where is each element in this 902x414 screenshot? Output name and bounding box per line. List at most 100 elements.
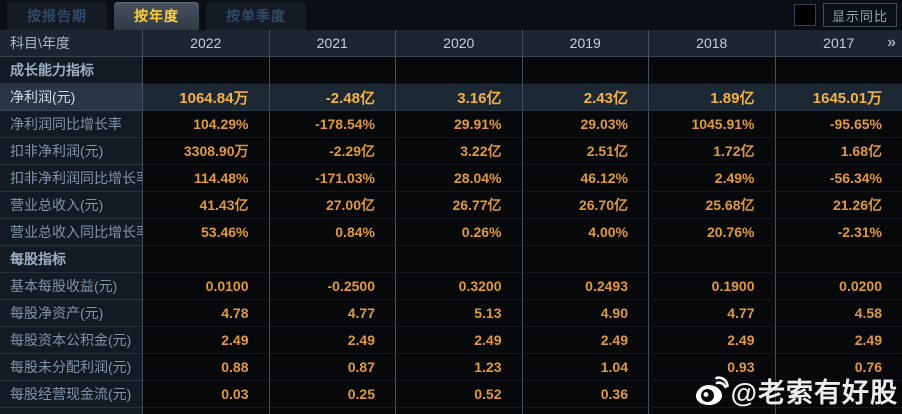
value-cell: 25.68亿: [649, 192, 776, 219]
value-cell: -2.48亿: [269, 84, 396, 111]
value-cell: [775, 246, 902, 273]
row-label: 每股未分配利润(元): [0, 354, 143, 381]
table-row[interactable]: 基本每股收益(元) 0.0100 -0.2500 0.3200 0.2493 0.1900…: [0, 273, 902, 300]
value-cell: [775, 381, 902, 408]
value-cell: 4.90: [522, 300, 649, 327]
value-cell: [143, 57, 270, 84]
value-cell: 4.77: [649, 300, 776, 327]
value-cell: 21.26亿: [775, 192, 902, 219]
value-cell: 0.3200: [396, 273, 523, 300]
row-label: 成长能力指标: [0, 57, 143, 84]
row-label: 每股净资产(元): [0, 300, 143, 327]
value-cell: 2.49%: [649, 165, 776, 192]
table-header-row: 科目\年度 2022 2021 2020 2019 2018 2017»: [0, 30, 902, 57]
value-cell: 0.0100: [143, 273, 270, 300]
row-label: 扣非净利润(元): [0, 138, 143, 165]
value-cell: 1.72亿: [649, 138, 776, 165]
value-cell: 2.51亿: [522, 138, 649, 165]
value-cell: [269, 57, 396, 84]
table-row[interactable]: 扣非净利润同比增长率 114.48% -171.03% 28.04% 46.12% 2.4…: [0, 165, 902, 192]
value-cell: 0.1900: [649, 273, 776, 300]
value-cell: -2.29亿: [269, 138, 396, 165]
more-columns-icon[interactable]: »: [887, 34, 896, 51]
table-row[interactable]: 扣非净利润(元) 3308.90万 -2.29亿 3.22亿 2.51亿 1.72亿 1.6…: [0, 138, 902, 165]
table-row[interactable]: 每股未分配利润(元) 0.88 0.87 1.23 1.04 0.93 0.76: [0, 354, 902, 381]
value-cell: 104.29%: [143, 111, 270, 138]
value-cell: 0.0200: [775, 273, 902, 300]
value-cell: 20.76%: [649, 219, 776, 246]
section-row[interactable]: 每股指标: [0, 246, 902, 273]
value-cell: 4.78: [143, 300, 270, 327]
table-row[interactable]: 净利润同比增长率 104.29% -178.54% 29.91% 29.03% 1045.…: [0, 111, 902, 138]
financial-table: 科目\年度 2022 2021 2020 2019 2018 2017» 成长能力指标 净利…: [0, 30, 902, 414]
table-row[interactable]: 净利润(元) 1064.84万 -2.48亿 3.16亿 2.43亿 1.89亿 1645.…: [0, 84, 902, 111]
value-cell: 3308.90万: [143, 138, 270, 165]
show-yoy-checkbox[interactable]: [793, 4, 816, 26]
value-cell: 0.88: [143, 354, 270, 381]
value-cell: [775, 57, 902, 84]
table-row[interactable]: 每股净资产(元) 4.78 4.77 5.13 4.90 4.77 4.58: [0, 300, 902, 327]
value-cell: 2.49: [649, 327, 776, 354]
row-label: 每股经营现金流(元): [0, 381, 143, 408]
show-yoy-button[interactable]: 显示同比: [822, 3, 897, 27]
value-cell: -171.03%: [269, 165, 396, 192]
value-cell: 114.48%: [143, 165, 270, 192]
value-cell: [649, 246, 776, 273]
row-label: 净利润(元): [0, 84, 143, 111]
value-cell: -95.65%: [775, 111, 902, 138]
table-body: 成长能力指标 净利润(元) 1064.84万 -2.48亿 3.16亿 2.43亿 1.89…: [0, 57, 902, 408]
value-cell: 53.46%: [143, 219, 270, 246]
section-row[interactable]: 成长能力指标: [0, 57, 902, 84]
column-header-2021: 2021: [269, 30, 396, 57]
tab-by-year[interactable]: 按年度: [114, 2, 199, 30]
value-cell: 2.49: [396, 327, 523, 354]
value-cell: 0.87: [269, 354, 396, 381]
row-label: 每股资本公积金(元): [0, 327, 143, 354]
period-tabbar: 按报告期 按年度 按单季度 显示同比: [0, 0, 902, 30]
table-row[interactable]: 每股资本公积金(元) 2.49 2.49 2.49 2.49 2.49 2.49: [0, 327, 902, 354]
value-cell: 3.16亿: [396, 84, 523, 111]
value-cell: 1.68亿: [775, 138, 902, 165]
table-row[interactable]: 营业总收入同比增长率 53.46% 0.84% 0.26% 4.00% 20.76% -2.…: [0, 219, 902, 246]
value-cell: 2.49: [522, 327, 649, 354]
value-cell: 0.2493: [522, 273, 649, 300]
value-cell: 1045.91%: [649, 111, 776, 138]
value-cell: 0.25: [269, 381, 396, 408]
yoy-controls: 显示同比: [793, 3, 897, 27]
value-cell: 46.12%: [522, 165, 649, 192]
value-cell: 28.04%: [396, 165, 523, 192]
corner-header: 科目\年度: [0, 30, 143, 57]
value-cell: 26.77亿: [396, 192, 523, 219]
table-row[interactable]: 每股经营现金流(元) 0.03 0.25 0.52 0.36: [0, 381, 902, 408]
value-cell: 0.84%: [269, 219, 396, 246]
value-cell: 0.76: [775, 354, 902, 381]
column-header-2022: 2022: [143, 30, 270, 57]
column-header-2019: 2019: [522, 30, 649, 57]
value-cell: [396, 246, 523, 273]
value-cell: 1.23: [396, 354, 523, 381]
tab-by-quarter[interactable]: 按单季度: [206, 2, 306, 30]
value-cell: 5.13: [396, 300, 523, 327]
column-header-2020: 2020: [396, 30, 523, 57]
value-cell: 1.04: [522, 354, 649, 381]
column-header-2017: 2017»: [775, 30, 902, 57]
value-cell: [649, 57, 776, 84]
value-cell: -0.2500: [269, 273, 396, 300]
row-label: 每股指标: [0, 246, 143, 273]
row-label: 营业总收入同比增长率: [0, 219, 143, 246]
value-cell: [143, 246, 270, 273]
value-cell: [649, 381, 776, 408]
tab-by-report-period[interactable]: 按报告期: [7, 2, 107, 30]
value-cell: 0.36: [522, 381, 649, 408]
value-cell: 0.52: [396, 381, 523, 408]
column-header-2018: 2018: [649, 30, 776, 57]
value-cell: 4.58: [775, 300, 902, 327]
value-cell: 41.43亿: [143, 192, 270, 219]
row-label: 扣非净利润同比增长率: [0, 165, 143, 192]
table-row[interactable]: 营业总收入(元) 41.43亿 27.00亿 26.77亿 26.70亿 25.68亿 21…: [0, 192, 902, 219]
value-cell: -56.34%: [775, 165, 902, 192]
value-cell: -178.54%: [269, 111, 396, 138]
value-cell: 3.22亿: [396, 138, 523, 165]
value-cell: [269, 246, 396, 273]
value-cell: [396, 57, 523, 84]
